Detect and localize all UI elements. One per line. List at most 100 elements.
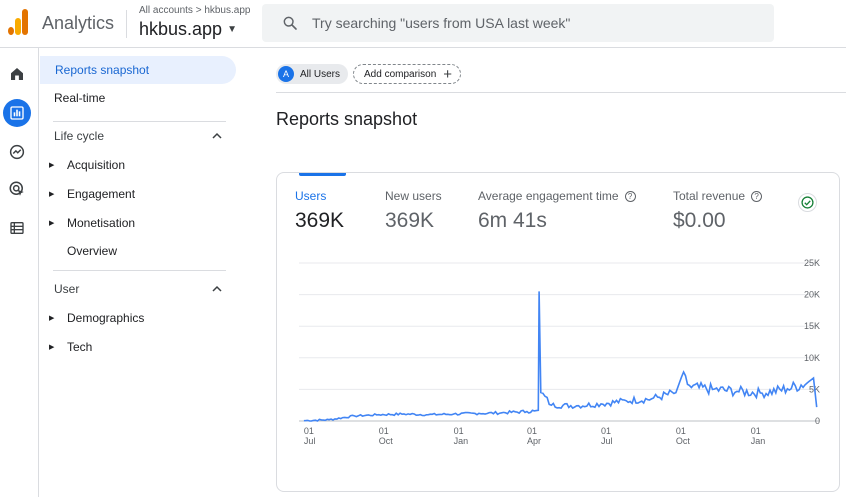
help-icon[interactable]: ? <box>624 190 636 202</box>
add-comparison-button[interactable]: Add comparison + <box>353 64 462 84</box>
nav-section-lifecycle[interactable]: Life cycle <box>39 122 229 150</box>
nav-label: Real-time <box>54 91 106 105</box>
metric-value: 369K <box>295 209 345 232</box>
section-label: User <box>54 282 80 296</box>
nav-acquisition[interactable]: ▶ Acquisition <box>39 151 125 179</box>
metric-value: $0.00 <box>673 209 726 232</box>
x-tick-label: Jan <box>751 436 766 446</box>
caret-down-icon: ▼ <box>227 24 237 35</box>
y-tick-label: 15K <box>804 321 820 331</box>
metric-value: 369K <box>385 209 435 232</box>
selected-tab-indicator <box>299 173 346 176</box>
nav-overview[interactable]: Overview <box>39 237 117 265</box>
metric-tab-users[interactable]: Users 369K <box>295 189 344 233</box>
x-tick-label: Jan <box>454 436 469 446</box>
chart-gridlines <box>299 262 819 422</box>
caret-right-icon: ▶ <box>49 191 55 198</box>
plus-icon: + <box>443 65 453 83</box>
nav-monetisation[interactable]: ▶ Monetisation <box>39 209 135 237</box>
nav-tech[interactable]: ▶ Tech <box>39 333 92 361</box>
property-selector[interactable]: hkbus.app ▼ <box>139 19 237 40</box>
caret-right-icon: ▶ <box>49 220 55 227</box>
metric-tab-total-revenue[interactable]: Total revenue ? $0.00 <box>673 189 763 233</box>
nav-reports-snapshot[interactable]: Reports snapshot <box>40 56 236 84</box>
explore-button[interactable] <box>3 138 31 166</box>
x-tick-label: 01 <box>304 426 314 436</box>
caret-right-icon: ▶ <box>49 344 55 351</box>
segment-chip[interactable]: A All Users <box>276 64 349 84</box>
nav-label: Monetisation <box>67 216 136 230</box>
x-tick-label: 01 <box>527 426 537 436</box>
reports-icon <box>10 106 24 120</box>
nav-section-user[interactable]: User <box>39 275 229 303</box>
search-icon <box>283 16 297 30</box>
property-name: hkbus.app <box>139 19 223 39</box>
help-icon[interactable]: ? <box>751 190 763 202</box>
add-comparison-label: Add comparison <box>364 68 437 80</box>
main-content: A All Users Add comparison + Reports sna… <box>240 48 846 497</box>
metric-tab-new-users[interactable]: New users 369K <box>385 189 442 233</box>
configure-icon <box>10 222 24 234</box>
metric-label: Total revenue <box>673 189 746 203</box>
nav-label: Overview <box>67 244 118 258</box>
nav-label: Reports snapshot <box>55 63 150 77</box>
x-tick-label: 01 <box>454 426 464 436</box>
left-rail <box>0 48 39 497</box>
analytics-logo-icon[interactable] <box>8 9 30 35</box>
x-tick-label: Oct <box>676 436 691 446</box>
metric-tab-engagement-time[interactable]: Average engagement time ? 6m 41s <box>478 189 636 233</box>
metric-label: Average engagement time <box>478 189 619 203</box>
search-bar[interactable] <box>262 4 774 42</box>
metric-value: 6m 41s <box>478 209 547 232</box>
explore-icon <box>9 144 25 160</box>
advertising-icon <box>9 181 24 196</box>
x-tick-label: Apr <box>527 436 541 446</box>
reports-nav: Reports snapshot Real-time Life cycle ▶ … <box>39 48 240 497</box>
nav-label: Tech <box>67 340 93 354</box>
page-title: Reports snapshot <box>276 109 418 129</box>
segment-label: All Users <box>300 68 341 80</box>
top-header: Analytics All accounts > hkbus.app hkbus… <box>0 0 846 48</box>
x-tick-label: Jul <box>601 436 613 446</box>
caret-right-icon: ▶ <box>49 315 55 322</box>
metrics-card: Users 369K New users 369K Average engage… <box>276 172 840 492</box>
metric-label: New users <box>385 189 442 203</box>
nav-label: Engagement <box>67 187 136 201</box>
chevron-up-icon <box>212 132 222 139</box>
nav-divider <box>53 270 226 271</box>
configure-button[interactable] <box>3 214 31 242</box>
y-tick-label: 10K <box>804 353 820 363</box>
y-tick-label: 20K <box>804 290 820 300</box>
nav-engagement[interactable]: ▶ Engagement <box>39 180 135 208</box>
advertising-button[interactable] <box>3 175 31 203</box>
metric-label: Users <box>295 189 327 203</box>
nav-demographics[interactable]: ▶ Demographics <box>39 304 144 332</box>
header-divider <box>126 10 127 38</box>
users-series-line <box>303 291 818 422</box>
data-quality-check-icon[interactable] <box>798 193 817 212</box>
account-breadcrumb[interactable]: All accounts > hkbus.app <box>139 5 251 16</box>
segment-avatar: A <box>278 66 294 82</box>
y-tick-label: 0 <box>815 416 820 426</box>
toolbar-divider <box>276 92 846 93</box>
search-input[interactable] <box>312 15 752 31</box>
y-tick-label: 25K <box>804 258 820 268</box>
section-label: Life cycle <box>54 129 105 143</box>
home-button[interactable] <box>3 60 31 88</box>
nav-label: Acquisition <box>67 158 126 172</box>
reports-button[interactable] <box>3 99 31 127</box>
chevron-up-icon <box>212 285 222 292</box>
caret-right-icon: ▶ <box>49 162 55 169</box>
x-tick-label: Oct <box>379 436 394 446</box>
nav-divider <box>53 121 226 122</box>
app-name: Analytics <box>42 13 115 33</box>
x-tick-label: 01 <box>751 426 761 436</box>
x-tick-label: 01 <box>379 426 389 436</box>
x-tick-label: 01 <box>676 426 686 436</box>
nav-label: Demographics <box>67 311 145 325</box>
nav-realtime[interactable]: Real-time <box>39 84 105 112</box>
x-tick-label: 01 <box>601 426 611 436</box>
